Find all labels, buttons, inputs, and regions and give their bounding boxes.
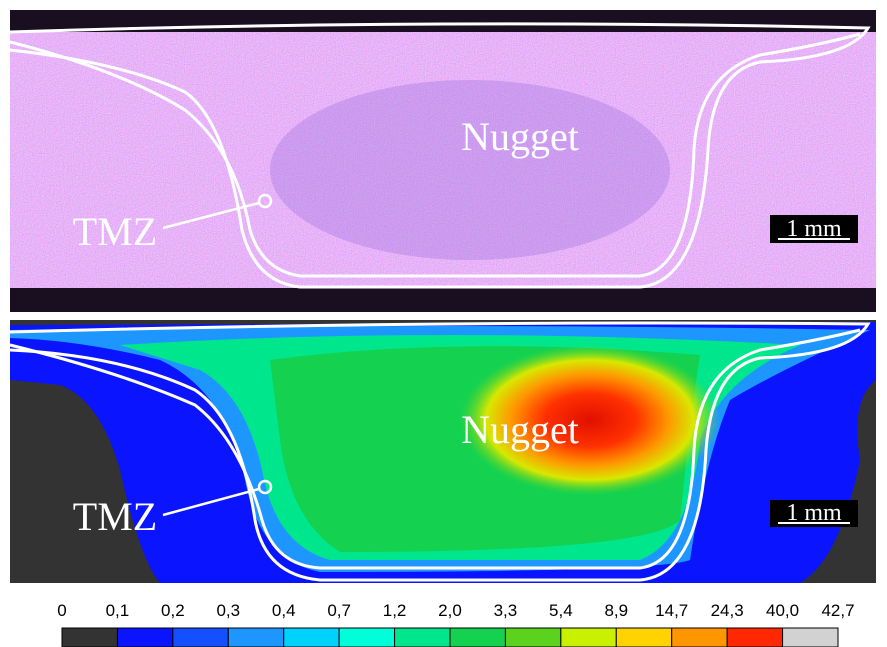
colorbar-tick-label: 0,1	[106, 601, 130, 620]
colorbar: 0 0,1 0,2 0,3 0,4 0,7 1,2 2,0 3,3 5,4 8,9 14,7 24,3 4…	[57, 601, 854, 647]
colorbar-bin	[783, 628, 838, 647]
colorbar-tick-label: 42,7	[821, 601, 854, 620]
colorbar-tick-label: 0,3	[216, 601, 240, 620]
colorbar-tick-label: 3,3	[494, 601, 518, 620]
colorbar-bin	[284, 628, 339, 647]
colorbar-tick-label: 14,7	[655, 601, 688, 620]
colorbar-bin	[505, 628, 560, 647]
colorbar-tick-label: 1,2	[383, 601, 407, 620]
region-label: Nugget	[461, 407, 579, 452]
zone-label: TMZ	[73, 209, 157, 254]
scale-bar: 1 mm	[786, 216, 842, 242]
colorbar-bin	[339, 628, 394, 647]
colorbar-tick-label: 0,7	[327, 601, 351, 620]
colorbar-bin	[228, 628, 283, 647]
micrograph: Nugget TMZ 1 mm	[10, 10, 876, 312]
colorbar-bin	[616, 628, 671, 647]
colorbar-bin	[727, 628, 782, 647]
colorbar-tick-label: 5,4	[549, 601, 573, 620]
colorbar-bin	[561, 628, 616, 647]
colorbar-bin	[450, 628, 505, 647]
colorbar-tick-label: 8,9	[604, 601, 628, 620]
colorbar-tick-label: 40,0	[766, 601, 799, 620]
colorbar-bin	[173, 628, 228, 647]
scale-bar: 1 mm	[786, 500, 842, 526]
zone-label: TMZ	[73, 494, 157, 539]
colorbar-tick-label: 2,0	[438, 601, 462, 620]
colorbar-bin	[117, 628, 172, 647]
colorbar-bin	[62, 628, 117, 647]
colorbar-bin	[395, 628, 450, 647]
colorbar-tick-label: 24,3	[711, 601, 744, 620]
region-label: Nugget	[461, 114, 579, 159]
colorbar-tick-label: 0,4	[272, 601, 296, 620]
colorbar-tick-label: 0	[57, 601, 66, 620]
contour-map: Nugget TMZ 1 mm	[10, 320, 876, 583]
figure: Nugget TMZ 1 mm Nugget TMZ 1 mm 00,10,20…	[0, 0, 887, 647]
colorbar-bin	[672, 628, 727, 647]
colorbar-tick-label: 0,2	[161, 601, 185, 620]
